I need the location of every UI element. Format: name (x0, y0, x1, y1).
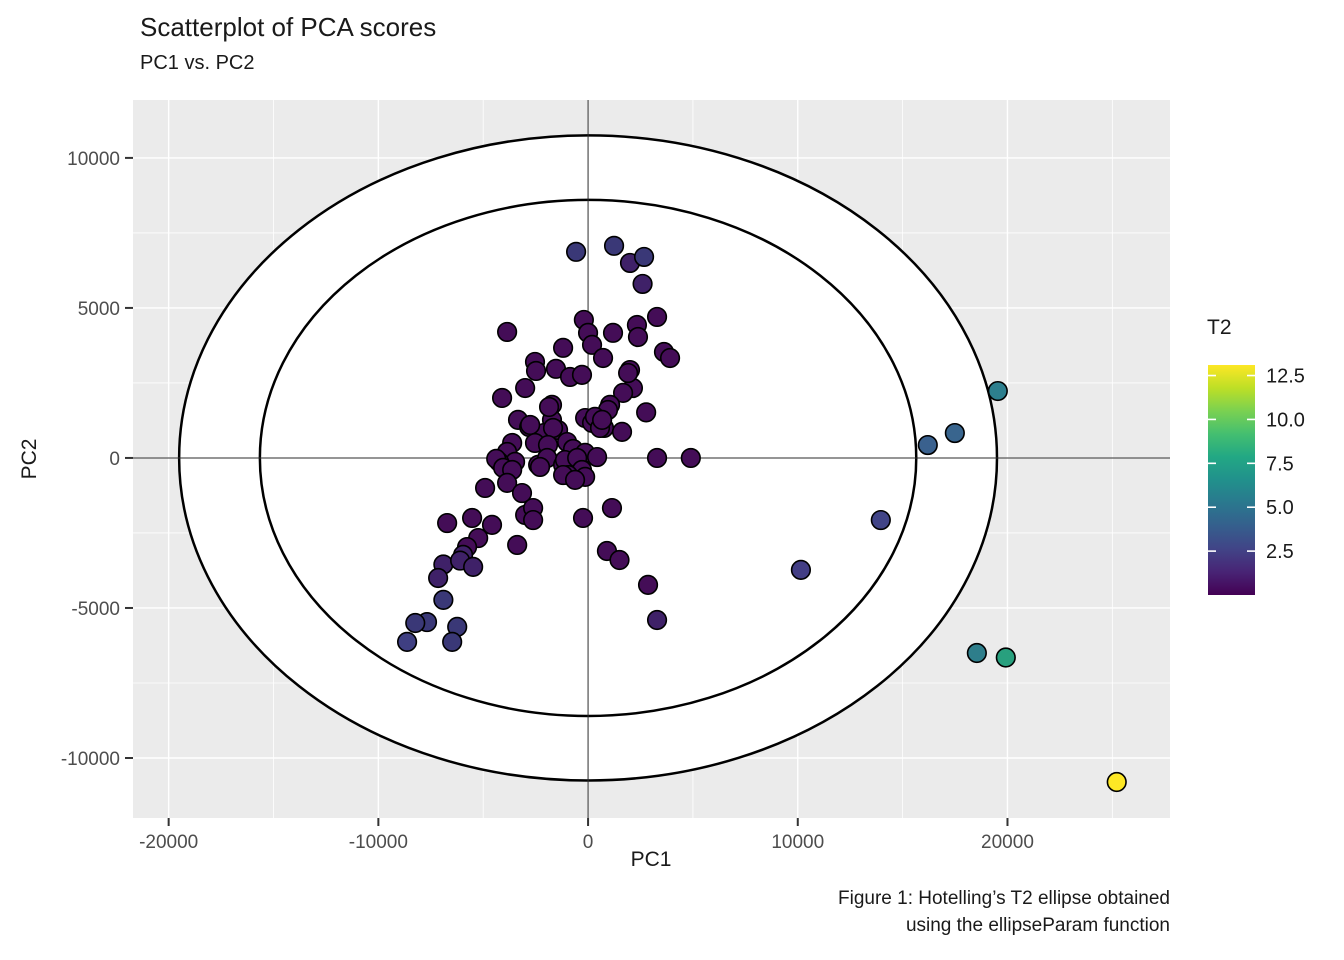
data-point (581, 334, 603, 355)
data-point (481, 514, 503, 535)
data-point (538, 396, 560, 418)
data-point (602, 322, 624, 343)
y-tick-label: 0 (109, 449, 120, 470)
data-point (603, 235, 625, 256)
legend-tick-label: 12.5 (1266, 366, 1305, 388)
y-axis-title: PC2 (18, 438, 41, 480)
data-point (637, 574, 659, 595)
data-point (917, 434, 938, 456)
y-tick-label: -5000 (71, 599, 120, 620)
data-point (1106, 771, 1127, 793)
x-tick-label: 10000 (771, 832, 824, 853)
data-point (646, 609, 668, 631)
caption-line-2: using the ellipseParam function (905, 914, 1170, 936)
data-point (520, 414, 541, 436)
data-point (523, 509, 544, 531)
data-point (601, 497, 623, 519)
data-point (627, 326, 649, 348)
data-point (474, 477, 496, 499)
data-point (461, 507, 483, 529)
data-point (995, 647, 1016, 668)
x-tick-label: 0 (583, 832, 594, 853)
data-point (987, 380, 1008, 402)
data-point (636, 402, 657, 423)
data-point (437, 512, 458, 534)
data-point (491, 387, 513, 409)
data-point (433, 589, 454, 610)
data-point (571, 364, 593, 385)
x-tick-label: 20000 (981, 832, 1034, 853)
data-point (566, 241, 587, 262)
data-point (609, 549, 630, 571)
data-point (507, 534, 528, 556)
data-point (442, 631, 463, 652)
data-point (529, 456, 551, 478)
data-point (592, 347, 614, 369)
data-point (553, 337, 574, 358)
legend-title: T2 (1207, 316, 1232, 339)
data-point (511, 482, 533, 504)
y-tick-label: -10000 (61, 749, 120, 770)
data-point (525, 360, 547, 382)
data-point (659, 347, 681, 369)
data-point (497, 321, 518, 343)
data-point (611, 421, 633, 442)
figure-caption: Figure 1: Hotelling’s T2 ellipse obtaine… (838, 886, 1170, 939)
data-point (564, 469, 586, 490)
y-tick-label: 10000 (67, 149, 120, 170)
legend-colorbar (1208, 365, 1255, 595)
data-point (633, 246, 655, 268)
data-point (396, 631, 418, 652)
data-point (612, 382, 634, 403)
x-axis-title: PC1 (630, 848, 672, 871)
data-point (592, 409, 613, 430)
plot-subtitle: PC1 vs. PC2 (140, 52, 255, 74)
data-point (870, 509, 891, 531)
data-point (515, 377, 536, 399)
data-point (646, 306, 668, 328)
data-point (944, 422, 965, 444)
legend-tick-label: 5.0 (1266, 497, 1294, 519)
data-point (586, 446, 608, 468)
caption-line-1: Figure 1: Hotelling’s T2 ellipse obtaine… (838, 888, 1170, 909)
data-point (542, 417, 564, 439)
legend-tick-label: 2.5 (1266, 541, 1294, 563)
data-point (618, 362, 639, 384)
data-point (428, 567, 449, 589)
x-tick-label: -10000 (349, 832, 408, 853)
legend-tick-label: 10.0 (1266, 409, 1305, 431)
data-point (790, 559, 812, 580)
data-point (632, 273, 653, 295)
data-point (463, 556, 484, 577)
legend-tick-label: 7.5 (1266, 453, 1294, 475)
data-point (405, 612, 426, 634)
data-point (680, 447, 701, 469)
data-point (497, 472, 518, 493)
y-tick-label: 5000 (78, 299, 120, 320)
data-point (572, 507, 594, 529)
data-point (646, 447, 668, 469)
x-tick-label: -20000 (139, 832, 198, 853)
plot-title: Scatterplot of PCA scores (140, 12, 437, 42)
data-point (966, 642, 987, 664)
